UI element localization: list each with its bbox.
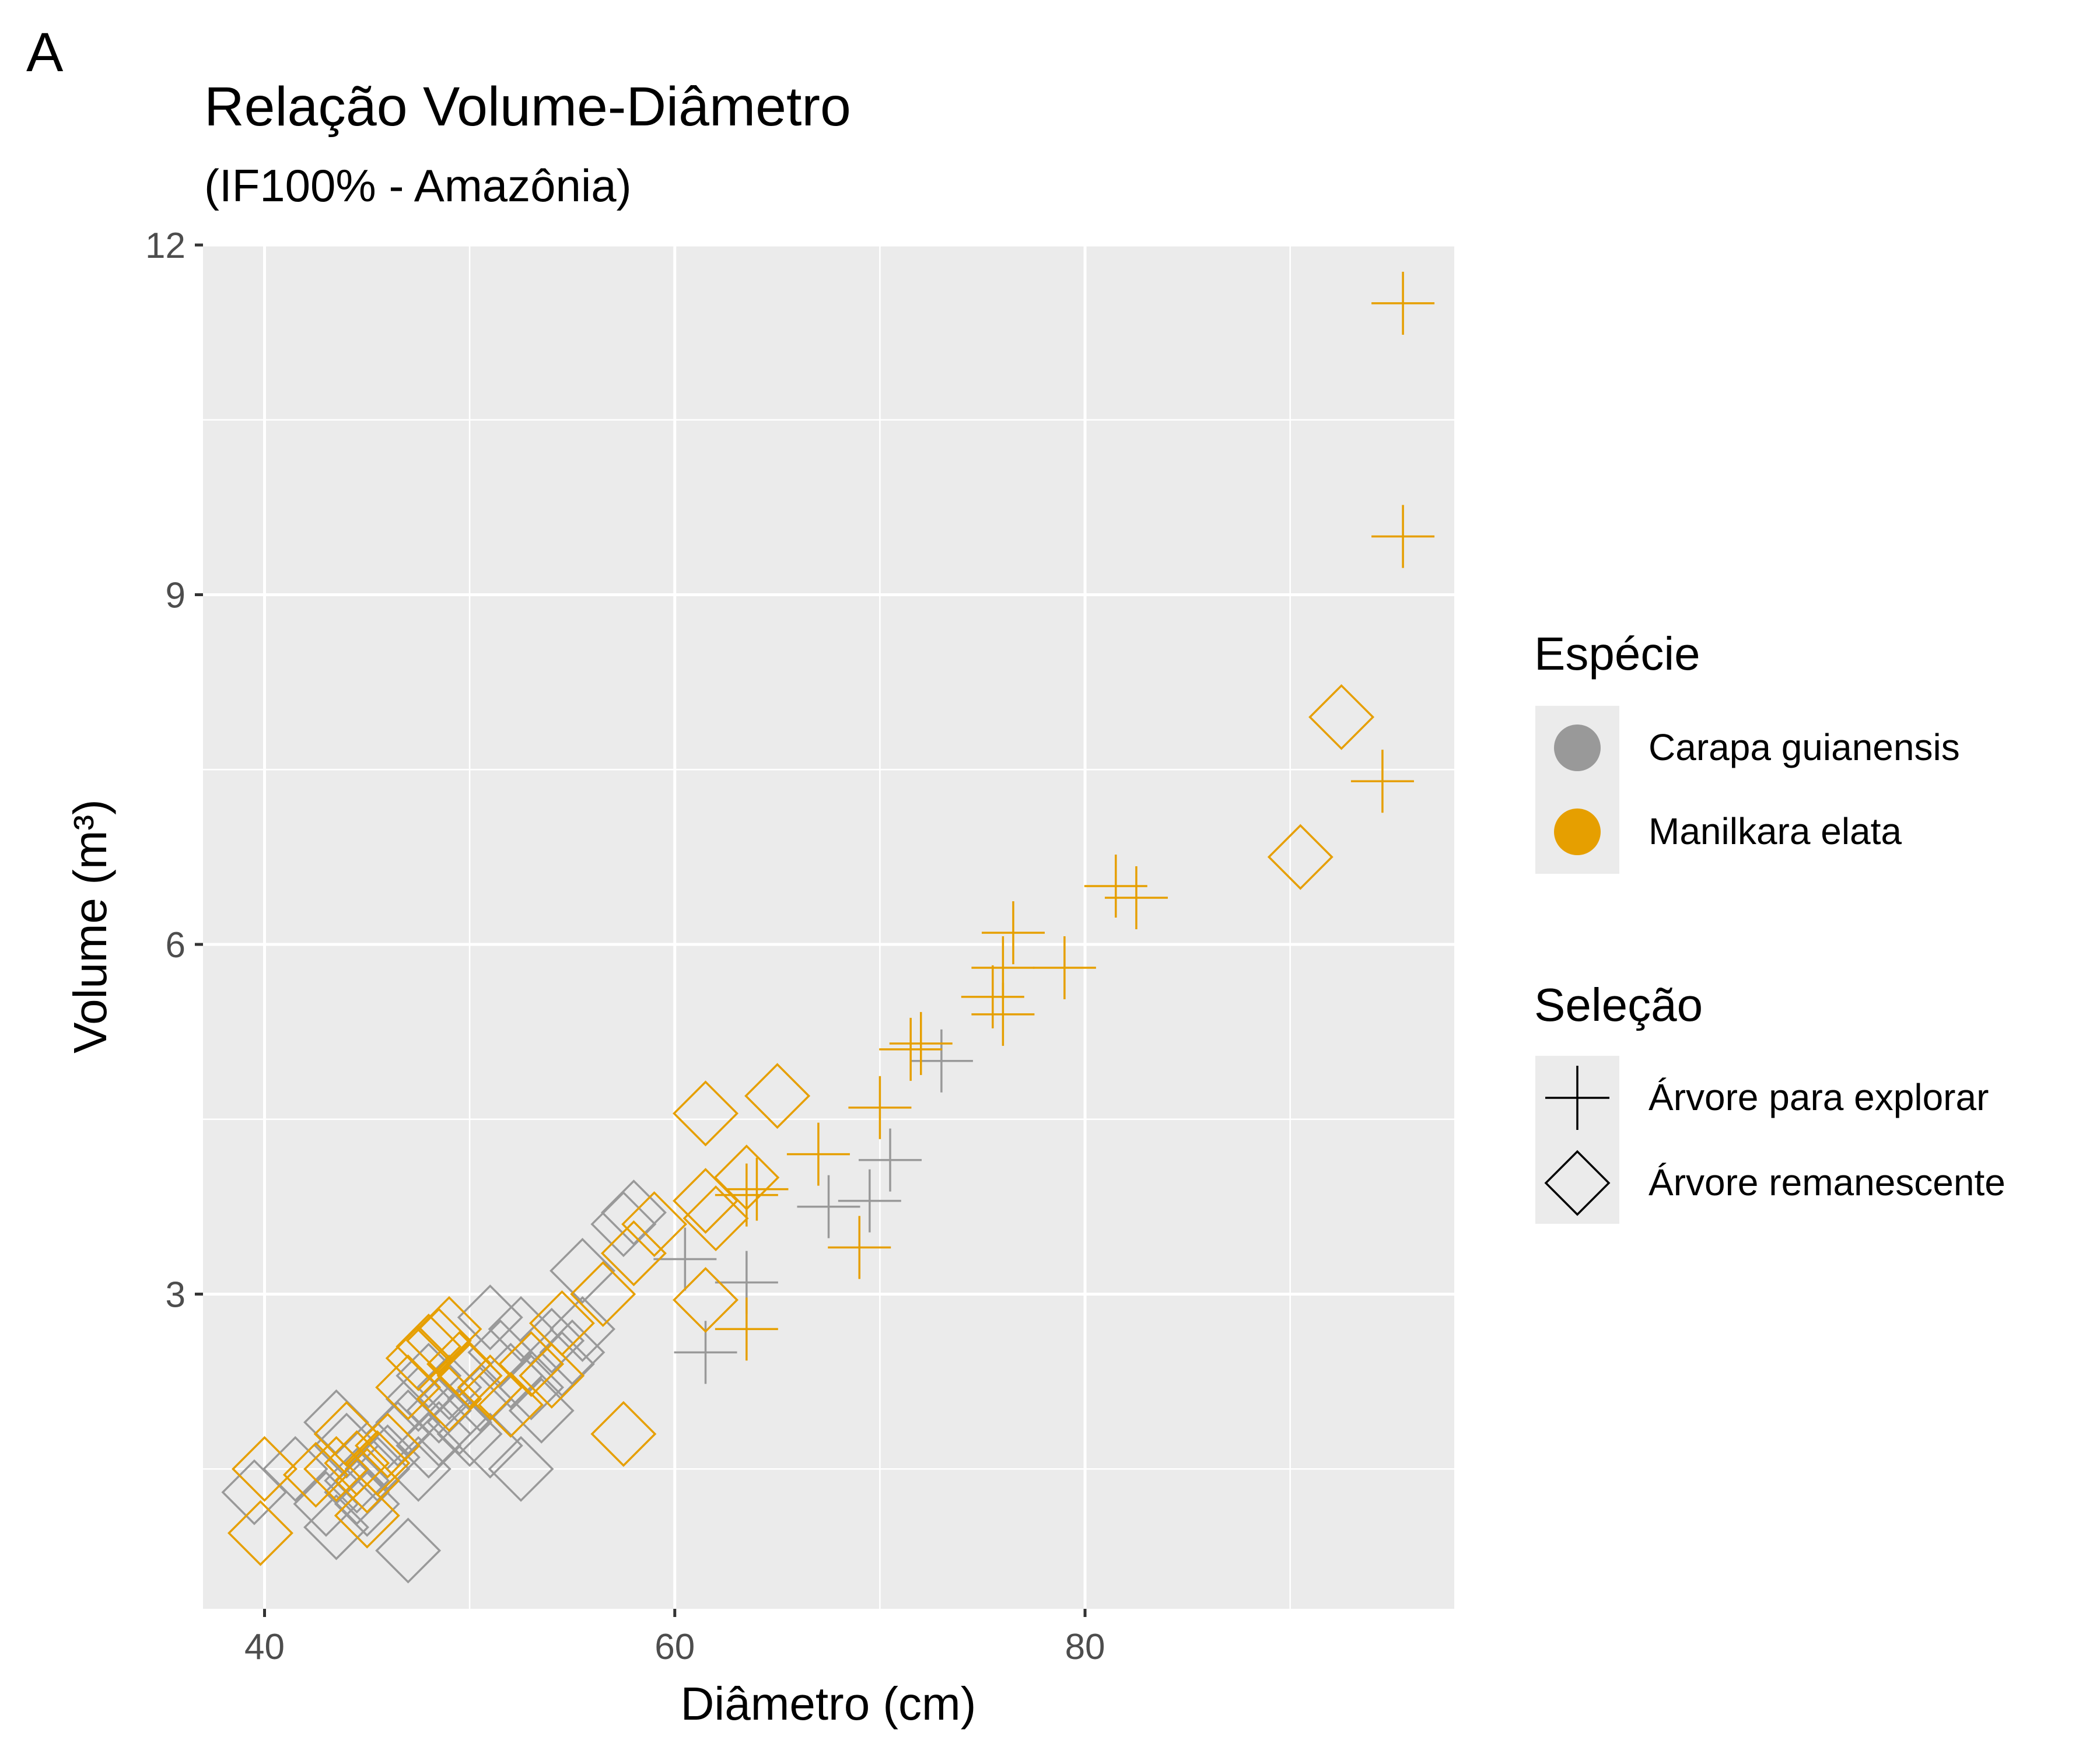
x-tick-label: 40 [244, 1627, 285, 1667]
data-point-diamond [355, 1412, 421, 1479]
legend-key-carapa [1554, 724, 1601, 771]
data-point-diamond [570, 1261, 636, 1327]
y-tick-label: 6 [166, 925, 186, 965]
data-point-plus [725, 1157, 789, 1221]
chart-title: Relação Volume-Diâmetro [204, 76, 851, 138]
y-tick-label: 3 [166, 1275, 186, 1315]
data-point-diamond [375, 1517, 442, 1584]
legend-selection: Seleção Árvore para explorar Árvore rema… [1534, 979, 2006, 1224]
data-point-diamond [519, 1342, 585, 1409]
data-point-plus [1371, 505, 1435, 568]
data-point-plus [889, 1012, 953, 1075]
data-point-diamond [673, 1266, 738, 1333]
y-tick-label: 9 [166, 575, 186, 615]
data-point-diamond [682, 1185, 749, 1252]
y-axis-label: Volume (m³) [64, 799, 116, 1054]
data-point-diamond [405, 1401, 472, 1467]
data-point-diamond [1308, 684, 1375, 750]
x-tick-labels: 40 60 80 [244, 1627, 1105, 1667]
legend-selection-title: Seleção [1534, 979, 1703, 1031]
data-point-plus [848, 1076, 912, 1139]
data-point-plus [858, 1128, 922, 1192]
data-point-plus [879, 1017, 943, 1081]
data-point-diamond [426, 1331, 493, 1397]
data-point-diamond [508, 1377, 575, 1444]
data-point-plus [715, 1163, 778, 1227]
data-point-diamond [324, 1447, 390, 1514]
data-point-plus [786, 1122, 850, 1186]
legend-key-diamond [1544, 1150, 1611, 1216]
x-tick-label: 80 [1065, 1627, 1105, 1667]
data-point-plus [971, 982, 1035, 1046]
data-point-diamond [385, 1436, 452, 1502]
y-tick-label: 12 [145, 226, 186, 266]
legend-label-carapa: Carapa guianensis [1648, 726, 1960, 768]
data-point-diamond [457, 1354, 523, 1420]
axis-ticks [195, 243, 1087, 1617]
data-point-plus [981, 901, 1045, 964]
legend-species: Espécie Carapa guianensis Manilkara elat… [1534, 628, 1960, 874]
data-point-diamond [334, 1482, 400, 1549]
data-point-diamond [375, 1354, 442, 1420]
data-point-diamond [1267, 824, 1334, 890]
data-point-diamond [334, 1447, 400, 1514]
data-point-plus [653, 1227, 717, 1291]
data-point-diamond [303, 1494, 370, 1560]
x-tick-label: 60 [654, 1627, 695, 1667]
data-points [221, 271, 1435, 1584]
data-point-diamond [385, 1325, 452, 1391]
legend-key-manilkara [1554, 808, 1601, 855]
legend-species-title: Espécie [1534, 628, 1700, 680]
grid-minor [203, 245, 1454, 1609]
data-point-plus [838, 1169, 901, 1233]
data-point-diamond [498, 1331, 565, 1397]
data-point-diamond [673, 1080, 738, 1147]
data-point-diamond [590, 1401, 657, 1467]
grid-major [203, 243, 1454, 1609]
data-point-plus [961, 965, 1024, 1028]
data-point-diamond [600, 1180, 667, 1246]
data-point-diamond [303, 1436, 370, 1502]
chart-subtitle: (IF100% - Amazônia) [204, 160, 632, 211]
legend-key-plus [1545, 1066, 1609, 1130]
data-point-diamond [539, 1319, 606, 1385]
data-point-diamond [232, 1436, 298, 1502]
data-point-diamond [744, 1063, 811, 1129]
data-point-diamond [282, 1441, 349, 1508]
data-point-diamond [477, 1371, 544, 1438]
data-point-diamond [227, 1500, 293, 1566]
legend-label-remanescente: Árvore remanescente [1648, 1161, 2006, 1203]
panel-tag: A [26, 22, 64, 83]
data-point-diamond [621, 1191, 688, 1258]
data-point-plus [1032, 936, 1096, 999]
data-point-diamond [713, 1144, 780, 1211]
data-point-diamond [550, 1296, 616, 1362]
data-point-plus [828, 1216, 891, 1279]
x-axis-label: Diâmetro (cm) [681, 1678, 977, 1730]
data-point-diamond [405, 1307, 472, 1374]
data-point-diamond [673, 1168, 738, 1234]
legend-label-explorar: Árvore para explorar [1648, 1076, 1989, 1118]
legend-label-manilkara: Manilkara elata [1648, 810, 1902, 852]
data-point-plus [1104, 866, 1168, 930]
data-point-diamond [313, 1401, 380, 1467]
data-point-plus [1350, 750, 1414, 813]
data-point-diamond [416, 1366, 482, 1432]
data-point-diamond [550, 1238, 616, 1304]
data-point-plus [1371, 271, 1435, 335]
data-point-diamond [436, 1401, 503, 1467]
y-tick-labels: 3 6 9 12 [145, 226, 186, 1315]
data-point-plus [715, 1297, 778, 1361]
data-point-diamond [519, 1307, 585, 1374]
data-point-diamond [488, 1436, 554, 1502]
data-point-diamond [600, 1220, 667, 1286]
data-point-diamond [334, 1471, 400, 1537]
data-point-plus [797, 1175, 860, 1238]
